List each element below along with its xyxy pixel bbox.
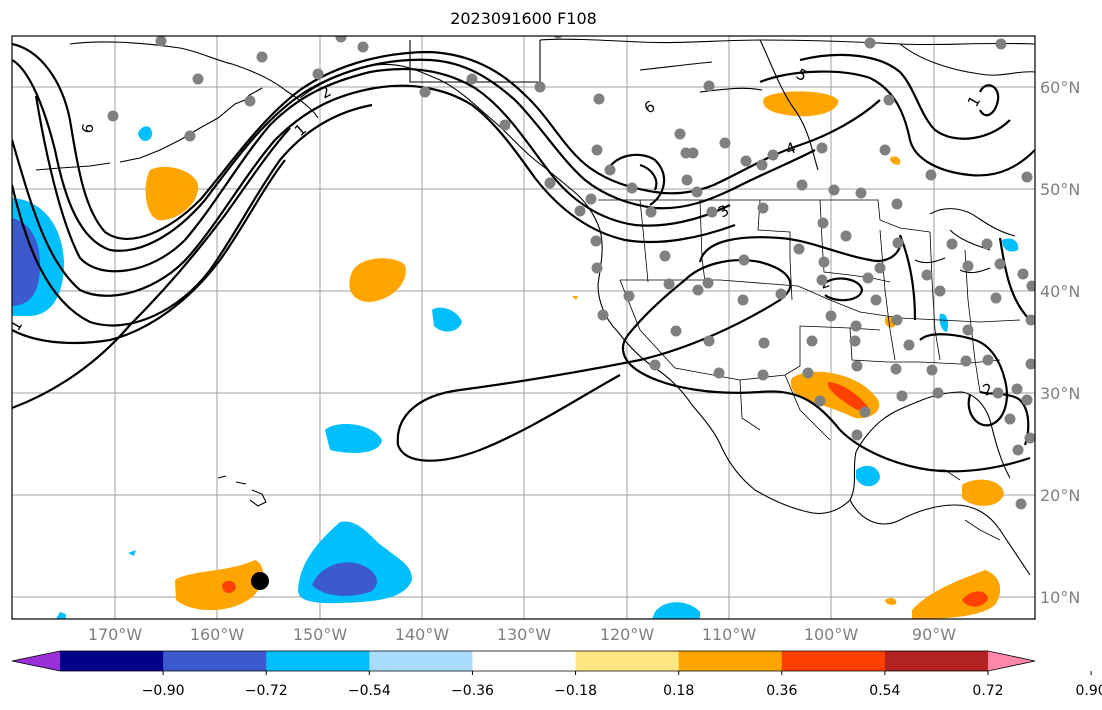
lon-label: 130°W <box>497 625 552 644</box>
colorbar-tick-label: 0.72 <box>972 683 1003 699</box>
station-markers <box>107 36 1035 510</box>
lon-label: 160°W <box>190 625 245 644</box>
contour-label: 6 <box>78 122 97 135</box>
latitude-labels: 60°N 50°N 40°N 30°N 20°N 10°N <box>1040 78 1080 607</box>
colorbar-segment <box>163 651 267 671</box>
height-contours <box>12 42 1035 473</box>
political-borders <box>598 199 1021 541</box>
colorbar-tick-label: 0.36 <box>766 683 797 699</box>
lon-label: 110°W <box>702 625 757 644</box>
colorbar-tick-label: −0.54 <box>348 683 391 699</box>
colorbar-segment <box>678 651 783 671</box>
colorbar-tick-label: −0.36 <box>451 683 494 699</box>
lon-label: 120°W <box>600 625 655 644</box>
lon-label: 150°W <box>293 625 348 644</box>
lat-label: 60°N <box>1040 78 1080 97</box>
map-panel: 6 2 1 6 5 4 3 2 2 1 1 <box>11 35 1036 620</box>
lat-label: 20°N <box>1040 486 1080 505</box>
graticule <box>12 36 1035 619</box>
storm-position-marker <box>251 572 269 590</box>
colorbar-segment <box>575 651 680 671</box>
colorbar-tick-label: 0.18 <box>663 683 694 699</box>
map-title: 2023091600 F108 <box>450 9 597 28</box>
colorbar-outline <box>11 650 1036 672</box>
colorbar-tick-label: −0.18 <box>554 683 597 699</box>
anomaly-shading <box>12 91 1019 619</box>
lon-label: 140°W <box>395 625 450 644</box>
colorbar-tick-label: −0.72 <box>245 683 288 699</box>
colorbar-segment <box>884 651 989 671</box>
lon-label: 100°W <box>804 625 859 644</box>
lon-label: 170°W <box>88 625 143 644</box>
coastlines <box>35 38 1035 576</box>
colorbar-tick-label: −0.90 <box>142 683 185 699</box>
lat-label: 30°N <box>1040 384 1080 403</box>
colorbar: −0.90 −0.72 −0.54 −0.36 −0.18 0.18 0.36 0.54 0.7… <box>11 650 1102 699</box>
colorbar-extend-high <box>988 651 1035 671</box>
colorbar-segment <box>60 651 164 671</box>
map-frame <box>11 35 1036 620</box>
lon-label: 90°W <box>912 625 956 644</box>
colorbar-segment <box>266 651 370 671</box>
colorbar-tick-label: 0.54 <box>869 683 900 699</box>
lat-label: 50°N <box>1040 180 1080 199</box>
longitude-labels: 170°W 160°W 150°W 140°W 130°W 120°W 110°… <box>88 625 956 644</box>
colorbar-segment <box>369 651 473 671</box>
colorbar-segment <box>472 651 577 671</box>
colorbar-extend-low <box>12 651 60 671</box>
lat-label: 40°N <box>1040 282 1080 301</box>
colorbar-tick-label: 0.90 <box>1076 683 1102 699</box>
lat-label: 10°N <box>1040 588 1080 607</box>
colorbar-segment <box>781 651 886 671</box>
